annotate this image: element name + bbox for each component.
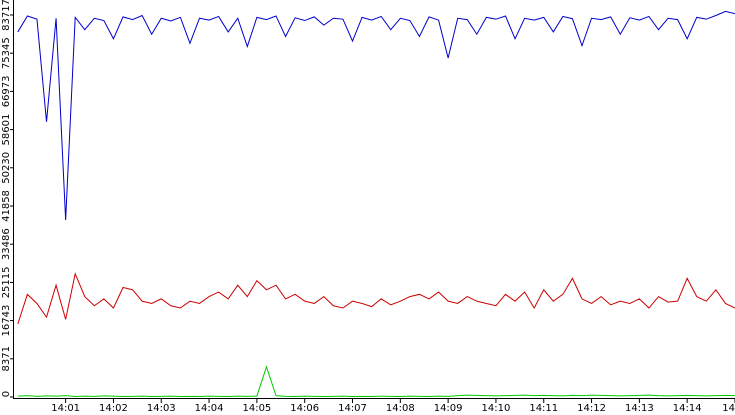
x-tick-label: 14:05 bbox=[242, 403, 271, 414]
x-tick-label: 14:12 bbox=[577, 403, 606, 414]
x-tick-label: 14 bbox=[722, 403, 735, 414]
x-tick-label: 14:13 bbox=[625, 403, 654, 414]
x-tick-label: 14:10 bbox=[482, 403, 511, 414]
y-tick-label: 41858 bbox=[1, 190, 12, 222]
x-tick-label: 14:11 bbox=[529, 403, 558, 414]
x-tick-label: 14:07 bbox=[338, 403, 367, 414]
series-line bbox=[17, 10, 735, 220]
y-tick-label: 8371 bbox=[1, 346, 12, 371]
series-line bbox=[17, 272, 735, 325]
x-tick-label: 14:09 bbox=[434, 403, 463, 414]
x-tick-label: 14:03 bbox=[147, 403, 176, 414]
y-tick-label: 16743 bbox=[1, 305, 12, 337]
y-tick-label: 66973 bbox=[1, 75, 12, 107]
x-tick-label: 14:01 bbox=[51, 403, 80, 414]
y-tick-label: 0 bbox=[1, 391, 12, 397]
x-tick-label: 14:02 bbox=[99, 403, 128, 414]
x-tick-label: 14:14 bbox=[673, 403, 702, 414]
y-tick-label: 50230 bbox=[1, 152, 12, 184]
y-tick-label: 83717 bbox=[1, 0, 12, 31]
x-tick-label: 14:04 bbox=[195, 403, 224, 414]
y-tick-label: 75345 bbox=[1, 37, 12, 69]
series-line bbox=[17, 365, 735, 398]
y-tick-label: 33486 bbox=[1, 228, 12, 260]
y-tick-label: 58601 bbox=[1, 114, 12, 146]
y-tick-label: 25115 bbox=[1, 266, 12, 298]
x-tick-label: 14:06 bbox=[290, 403, 319, 414]
x-tick-label: 14:08 bbox=[386, 403, 415, 414]
